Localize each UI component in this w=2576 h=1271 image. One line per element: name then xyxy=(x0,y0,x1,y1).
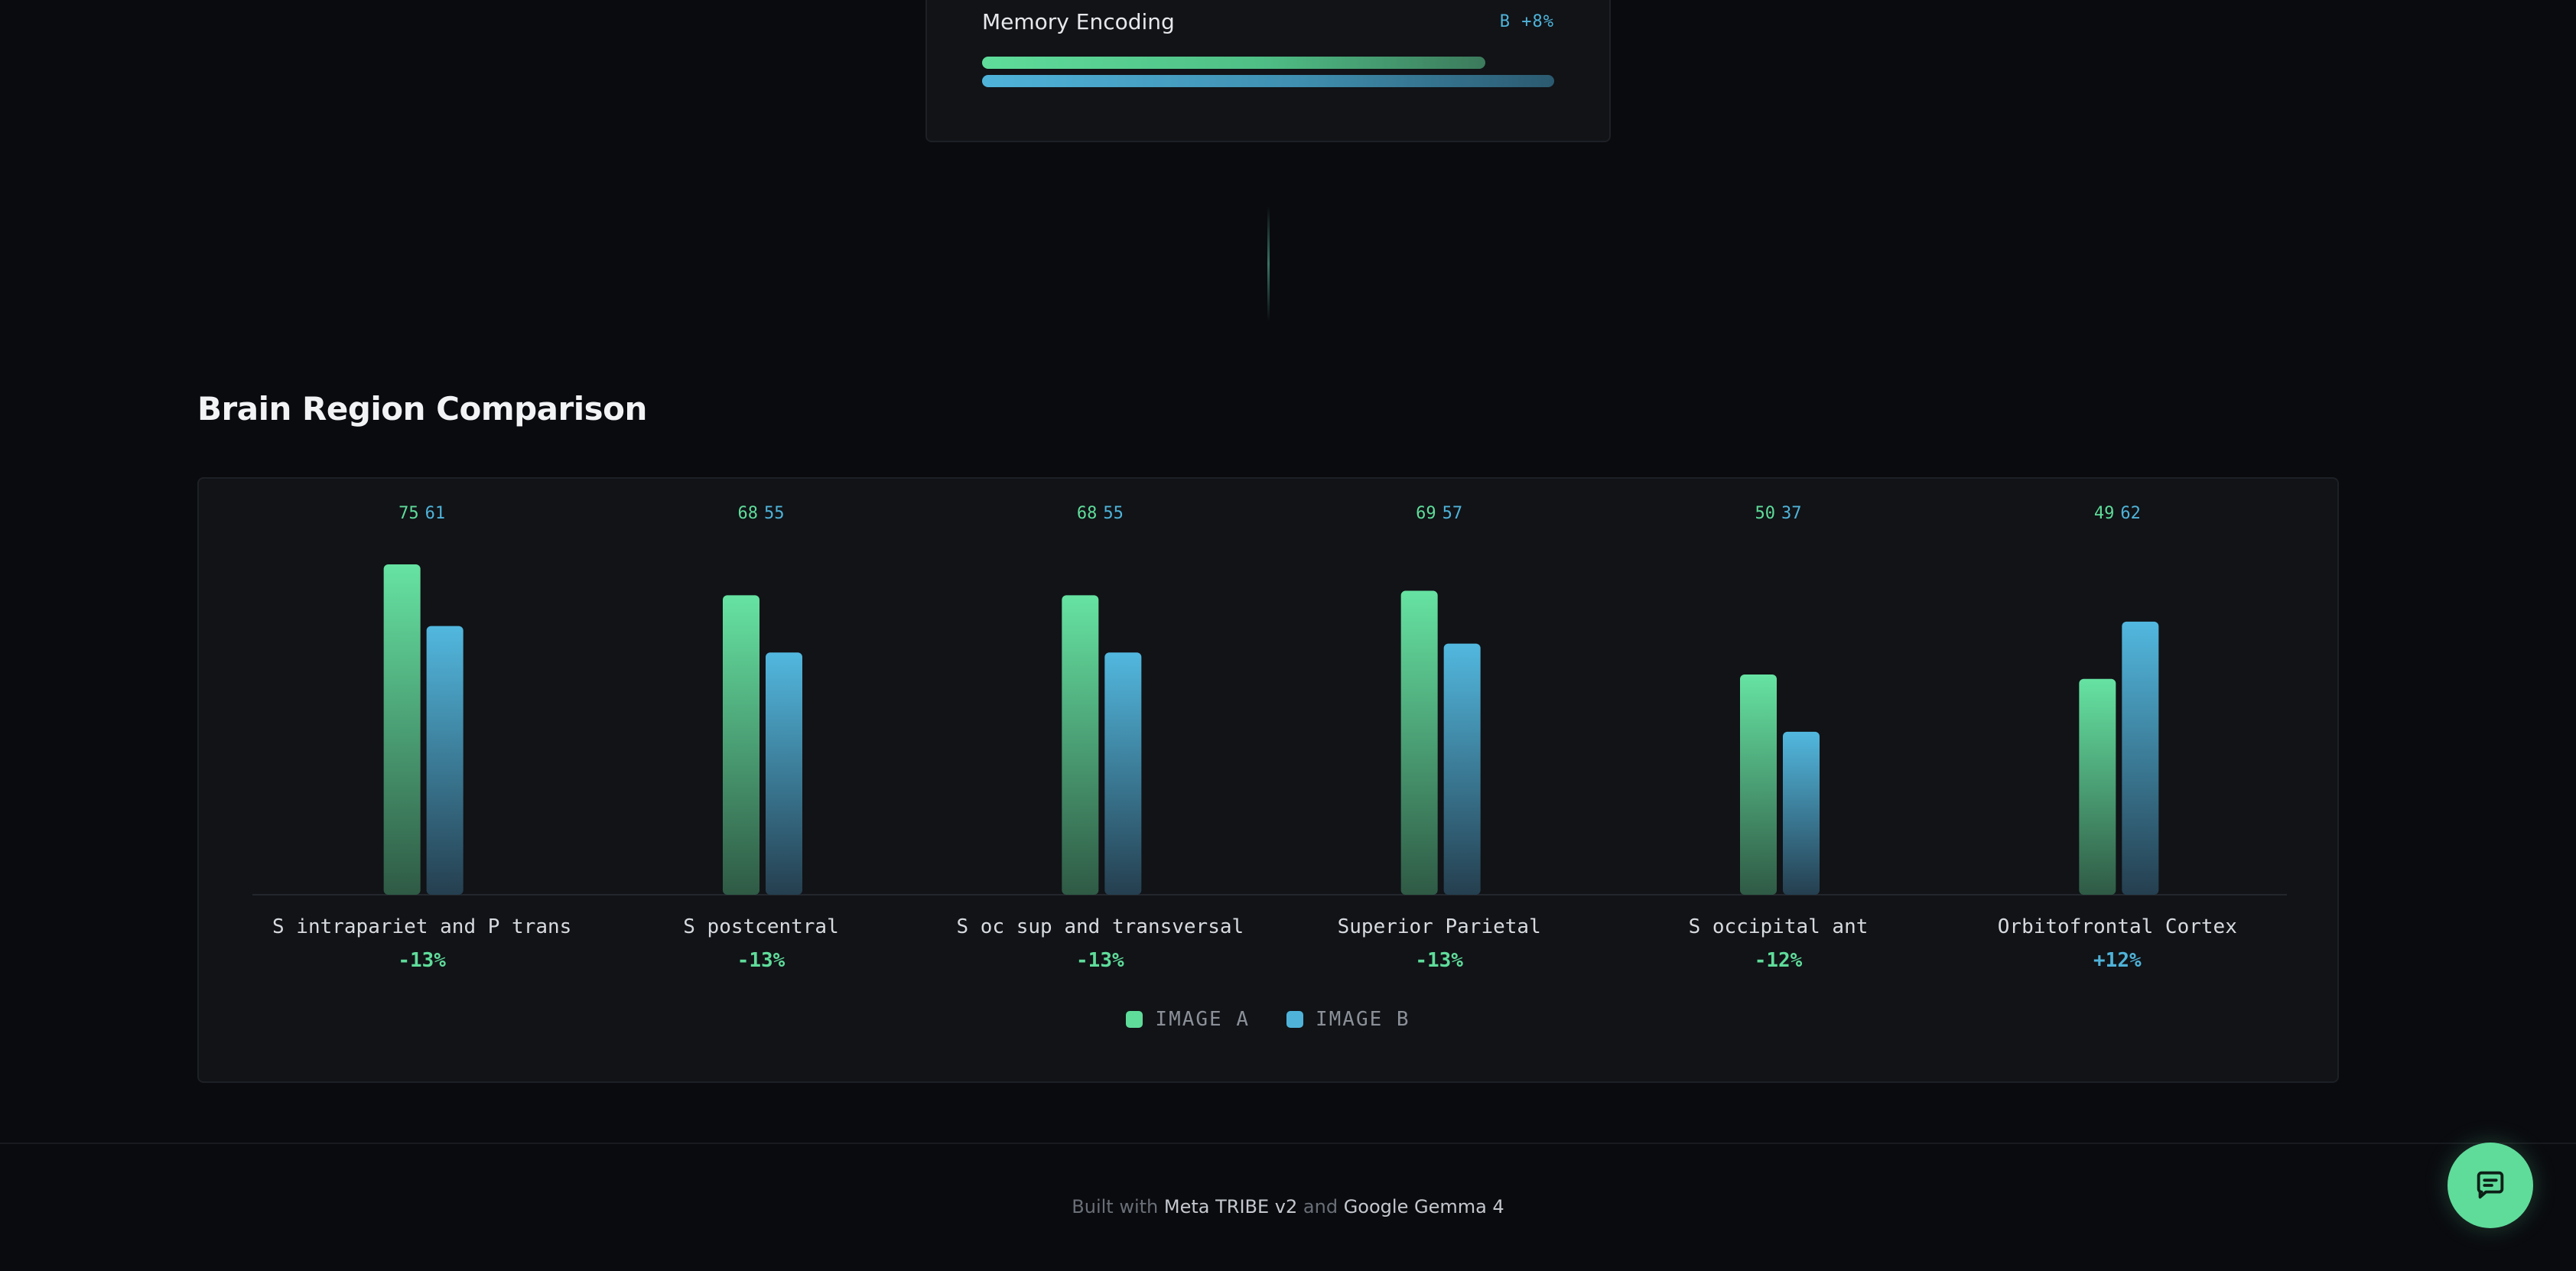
region-label: S postcentral xyxy=(683,915,839,938)
memory-encoding-bar-image-a xyxy=(982,57,1486,69)
footer-joiner: and xyxy=(1297,1196,1344,1217)
footer-prefix: Built with xyxy=(1072,1196,1164,1217)
bar-image-b xyxy=(766,652,802,895)
bar-image-a xyxy=(383,564,421,895)
bar-value-image-a: 68 xyxy=(738,504,759,523)
bar-value-image-b: 62 xyxy=(2120,504,2141,523)
legend-item-image-b: IMAGE B xyxy=(1286,1008,1410,1031)
bar-value-image-b: 37 xyxy=(1781,504,1802,523)
region-label: Orbitofrontal Cortex xyxy=(1998,915,2237,938)
legend-swatch-image-b xyxy=(1286,1011,1303,1028)
region-difference: +12% xyxy=(2093,949,2142,972)
legend-label-image-a: IMAGE A xyxy=(1155,1008,1250,1031)
bar-value-image-b: 61 xyxy=(425,504,446,523)
section-title: Brain Region Comparison xyxy=(197,390,647,427)
region-difference: -13% xyxy=(398,949,446,972)
bar-image-a xyxy=(723,595,759,895)
bar-value-image-a: 69 xyxy=(1416,504,1436,523)
footer-tech-gemma: Google Gemma 4 xyxy=(1343,1196,1504,1217)
bar-image-a xyxy=(2079,678,2116,895)
memory-encoding-card: Memory Encoding B +8% xyxy=(925,0,1611,142)
footer-divider xyxy=(0,1143,2576,1144)
memory-encoding-bar-image-b xyxy=(982,75,1554,87)
legend-swatch-image-a xyxy=(1126,1011,1143,1028)
bar-image-a xyxy=(1740,675,1777,895)
chart-legend: IMAGE A IMAGE B xyxy=(199,1008,2337,1031)
brain-region-chart-card: 75 61 S intrapariet and P trans -13% 68 55 S p… xyxy=(197,477,2339,1083)
bar-image-b xyxy=(426,626,463,895)
bar-value-image-a: 75 xyxy=(398,504,419,523)
region-difference: -12% xyxy=(1755,949,1803,972)
bar-value-image-b: 57 xyxy=(1442,504,1463,523)
brain-region-bar-chart: 75 61 S intrapariet and P trans -13% 68 55 S p… xyxy=(252,504,2287,972)
memory-encoding-title: Memory Encoding xyxy=(982,9,1175,34)
chat-button[interactable] xyxy=(2448,1143,2533,1228)
bar-image-b xyxy=(1783,731,1820,895)
region-label: S occipital ant xyxy=(1689,915,1869,938)
region-difference: -13% xyxy=(1076,949,1124,972)
legend-label-image-b: IMAGE B xyxy=(1316,1008,1410,1031)
bar-image-b xyxy=(1104,652,1142,895)
bar-value-image-b: 55 xyxy=(764,504,785,523)
bar-value-image-a: 50 xyxy=(1755,504,1776,523)
region-label: S intrapariet and P trans xyxy=(272,915,571,938)
bar-image-b xyxy=(2122,621,2159,895)
region-label: S oc sup and transversal xyxy=(956,915,1244,938)
legend-item-image-a: IMAGE A xyxy=(1126,1008,1250,1031)
bar-image-a xyxy=(1062,595,1099,895)
bar-value-image-b: 55 xyxy=(1103,504,1124,523)
bar-value-image-a: 49 xyxy=(2094,504,2115,523)
bar-value-image-a: 68 xyxy=(1077,504,1098,523)
region-label: Superior Parietal xyxy=(1338,915,1541,938)
section-connector-line xyxy=(1267,206,1270,321)
footer-tech-meta-tribe: Meta TRIBE v2 xyxy=(1163,1196,1298,1217)
memory-encoding-delta: B +8% xyxy=(1499,12,1554,31)
footer-credits: Built with Meta TRIBE v2 and Google Gemm… xyxy=(0,1196,2576,1217)
chat-bubble-icon xyxy=(2477,1171,2504,1199)
bar-image-a xyxy=(1400,590,1438,895)
bar-image-b xyxy=(1443,643,1481,895)
region-difference: -13% xyxy=(737,949,785,972)
region-difference: -13% xyxy=(1415,949,1463,972)
